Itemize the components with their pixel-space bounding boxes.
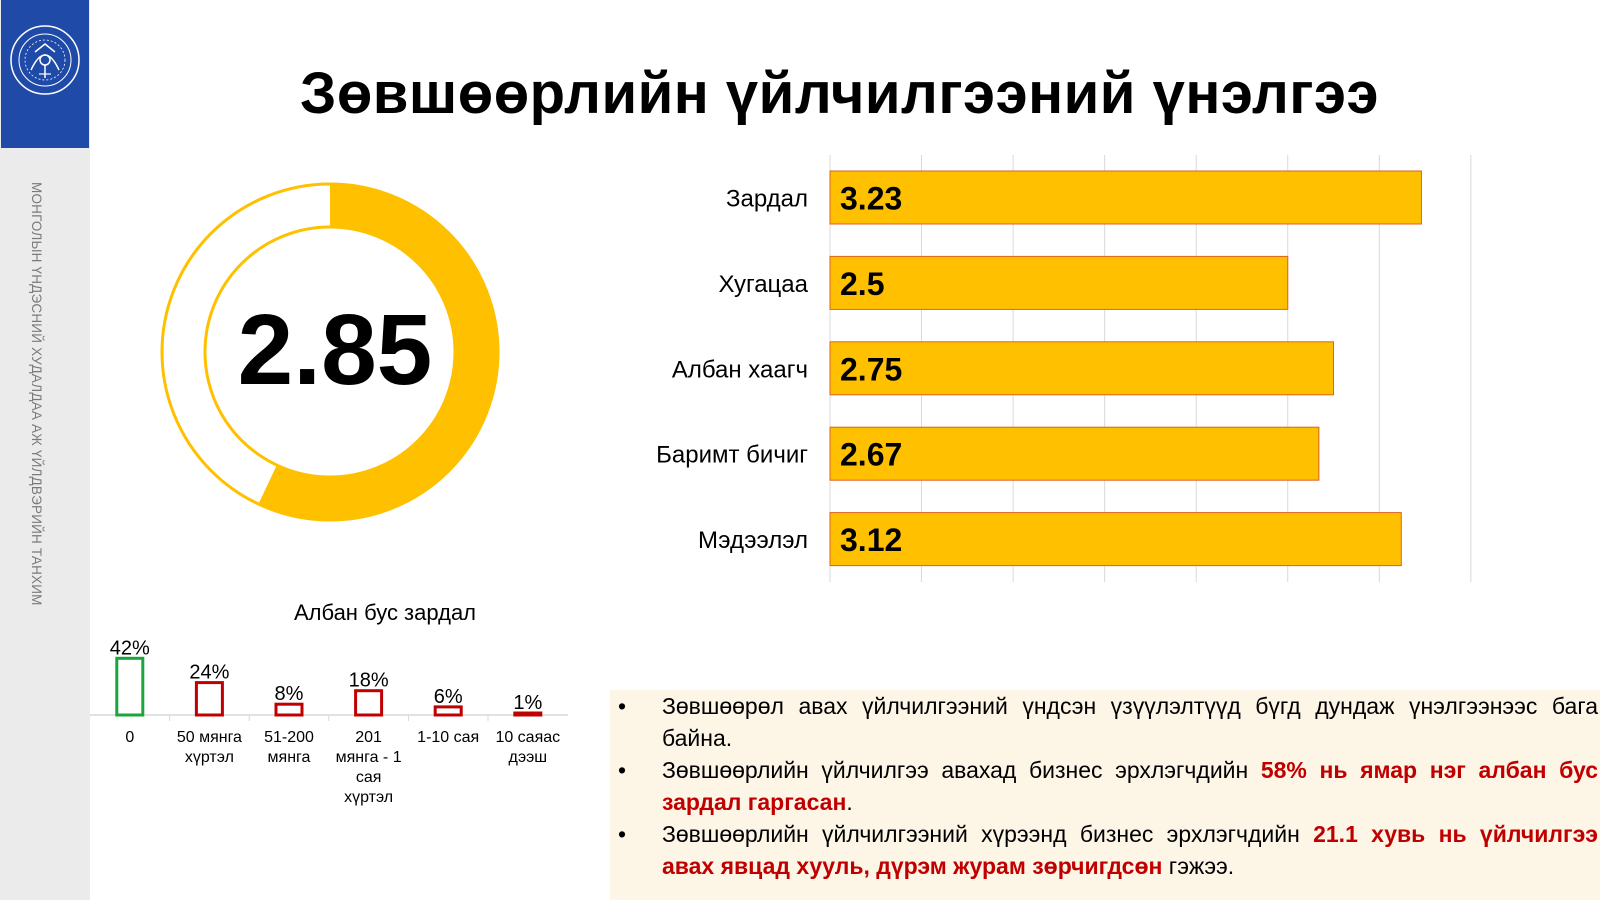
donut-chart <box>160 182 500 522</box>
category-label: Албан хаагч <box>672 356 808 383</box>
small-bar-1 <box>115 656 145 717</box>
small-bar-value-label: 24% <box>189 662 229 684</box>
bar-4 <box>829 426 1320 481</box>
organization-name-vertical: МОНГОЛЫН ҮНДЭСНИЙ ХУДАЛДАА АЖ ҮЙЛДВЭРИЙН… <box>29 182 44 606</box>
informal-cost-bar-chart: 42% 0 24% 50 мянга хүртэл 8% 51-200 мянга 18% 201… <box>90 640 568 806</box>
bar-value-label: 3.12 <box>840 522 902 558</box>
small-chart-title: Албан бус зардал <box>293 600 477 625</box>
small-category-label: 201 мянга - 1 сая хүртэл <box>336 729 402 806</box>
small-bar-3 <box>274 702 304 717</box>
note-highlight: 58% нь ямар нэг албан бус зардал гаргаса… <box>662 757 1598 815</box>
bar-value-label: 2.5 <box>840 266 884 302</box>
category-label: Хугацаа <box>719 271 809 298</box>
small-bar-value-label: 6% <box>434 686 463 708</box>
small-category-label: 50 мянга хүртэл <box>177 729 242 766</box>
small-bar-value-label: 1% <box>513 692 542 714</box>
note-text: Зөвшөөрөл авах үйлчилгээний үндсэн үзүүл… <box>662 693 1598 751</box>
note-text: . <box>846 789 853 815</box>
page-title: Зөвшөөрлийн үйлчилгээний үнэлгээ <box>300 61 1380 126</box>
note-text: гэжээ. <box>1162 853 1235 879</box>
category-label: Зардал <box>726 186 808 213</box>
bar-chart-bars: 3.23 Зардал 2.5 Хугацаа 2.75 Албан хаагч 2.67 Б… <box>656 170 1422 567</box>
bar-value-label: 3.23 <box>840 181 902 217</box>
small-category-label: 0 <box>125 729 134 746</box>
small-bar-value-label: 42% <box>110 640 150 659</box>
bullet-icon: • <box>618 821 627 847</box>
bullet-icon: • <box>618 757 627 783</box>
donut-value-arc <box>258 184 498 520</box>
category-label: Баримт бичиг <box>656 442 808 469</box>
bar-5 <box>829 512 1402 567</box>
small-category-label: 1-10 сая <box>417 729 479 746</box>
bar-value-label: 2.75 <box>840 351 902 387</box>
horizontal-bar-chart: 3.23 Зардал 2.5 Хугацаа 2.75 Албан хаагч 2.67 Б… <box>656 155 1472 582</box>
notes-panel: • Зөвшөөрөл авах үйлчилгээний үндсэн үзүү… <box>610 690 1600 900</box>
bullet-icon: • <box>618 693 627 719</box>
donut-center-value: 2.85 <box>237 294 433 406</box>
bar-1 <box>829 170 1422 225</box>
small-category-label: 10 саяас дээш <box>495 729 560 766</box>
category-label: Мэдээлэл <box>698 527 808 554</box>
organization-logo <box>1 0 89 148</box>
small-bar-4 <box>354 689 384 717</box>
small-bar-value-label: 8% <box>275 683 304 705</box>
bar-value-label: 2.67 <box>840 437 902 473</box>
small-chart-bars: 42% 0 24% 50 мянга хүртэл 8% 51-200 мянга 18% 201… <box>90 640 568 806</box>
note-text: Зөвшөөрлийн үйлчилгээ авахад бизнес эрхл… <box>662 757 1261 783</box>
small-bar-5 <box>433 705 463 717</box>
notes-list: • Зөвшөөрөл авах үйлчилгээний үндсэн үзүү… <box>610 690 1600 882</box>
small-category-label: 51-200 мянга <box>264 729 314 766</box>
note-item-1: • Зөвшөөрөл авах үйлчилгээний үндсэн үзүү… <box>610 690 1598 754</box>
small-bar-6 <box>513 711 543 717</box>
emblem-icon <box>10 25 80 95</box>
note-item-3: • Зөвшөөрлийн үйлчилгээний хүрээнд бизнес… <box>610 818 1598 882</box>
small-bar-2 <box>194 681 224 717</box>
bar-2 <box>829 255 1289 310</box>
note-item-2: • Зөвшөөрлийн үйлчилгээ авахад бизнес эрх… <box>610 754 1598 818</box>
bar-3 <box>829 341 1335 396</box>
note-text: Зөвшөөрлийн үйлчилгээний хүрээнд бизнес … <box>662 821 1314 847</box>
note-highlight: 21.1 хувь нь үйлчилгээ авах явцад хууль,… <box>662 821 1598 879</box>
sidebar: МОНГОЛЫН ҮНДЭСНИЙ ХУДАЛДАА АЖ ҮЙЛДВЭРИЙН… <box>0 0 90 900</box>
small-bar-value-label: 18% <box>349 670 389 692</box>
